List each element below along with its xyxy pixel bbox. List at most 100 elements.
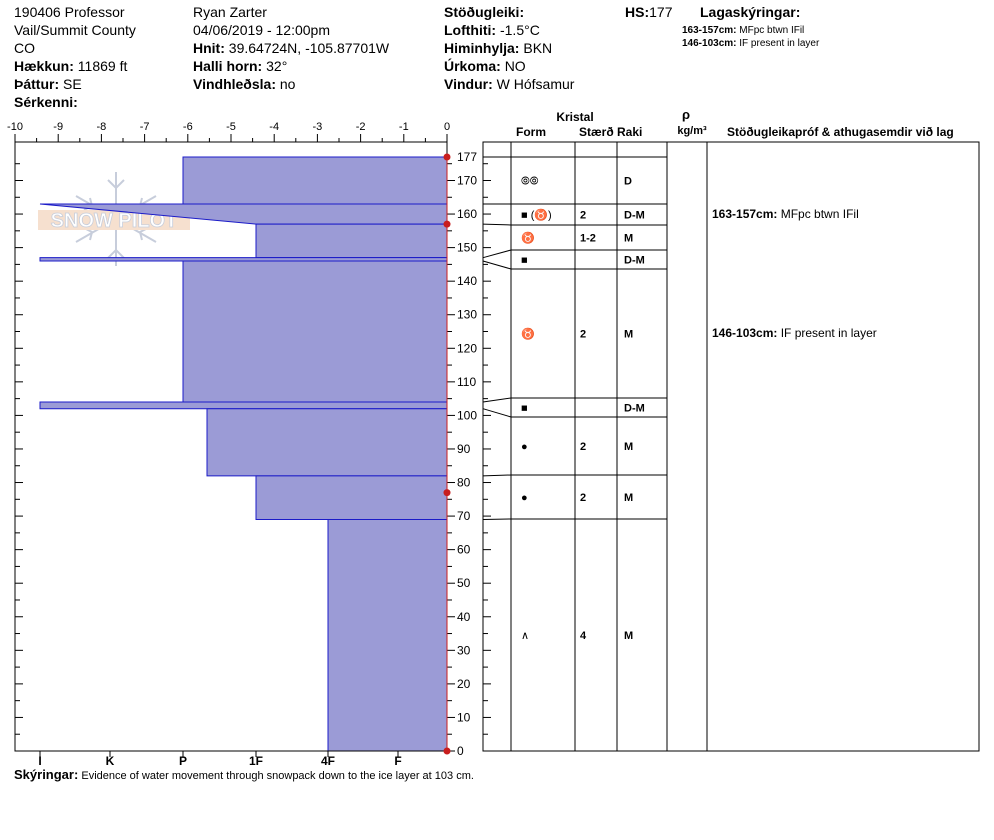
temp-tick-label: 0 [444,121,450,133]
layer-moisture: M [624,233,633,245]
snowpilot-watermark: SNOW PILOT [38,172,190,266]
temperature-point [443,220,451,228]
coords-label: Hnit: [193,40,225,56]
slope-value: 32° [266,58,288,74]
air-temp-label: Lofthiti: [444,22,497,38]
height-tick-label: 130 [457,308,477,322]
observer: Ryan Zarter [193,4,267,20]
layer-form: ♉ [521,232,535,245]
temp-tick-label: -8 [97,121,107,133]
comments-header: Stöðugleikapróf & athugasemdir við lag [727,125,954,139]
layer-form: ■ (♉) [521,209,552,222]
table-row-connector [482,408,512,418]
hardness-bar [39,257,448,262]
hardness-tick-label: 1F [249,754,263,768]
table-row-connector [482,474,512,477]
sky-label: Himinhylja: [444,40,520,56]
coords-row: Hnit: 39.64724N, -105.87701W [193,40,389,56]
height-tick-label: 160 [457,207,477,221]
moisture-header: Raki [617,125,642,139]
legend-note-range: 163-157cm: [682,25,737,36]
temperature-point [443,489,451,497]
temp-tick-label: -3 [313,121,323,133]
wind-loading-row: Vindhleðsla: no [193,76,295,92]
hardness-bar [255,475,448,520]
height-tick-label: 10 [457,710,471,724]
layer-comment-text: MFpc btwn IFil [781,207,859,221]
temp-tick-label: -6 [183,121,193,133]
watermark-text: SNOW PILOT [51,210,178,232]
layer-size: 2 [580,329,586,341]
watermark-band [38,210,190,230]
state: CO [14,40,35,56]
height-tick-label: 60 [457,543,471,557]
wind-loading-value: no [279,76,296,92]
layer-comment: 163-157cm: MFpc btwn IFil [712,207,859,221]
layer-moisture: M [624,492,633,504]
height-tick-label: 110 [457,375,476,389]
temp-tick-label: -10 [7,121,23,133]
height-tick-label: 70 [457,509,471,523]
height-tick-label: 150 [457,241,477,255]
density-header: ρ [682,107,690,122]
height-tick-label: 0 [457,744,464,758]
wind-row: Vindur: W Hófsamur [444,76,574,92]
layer-moisture: M [624,441,633,453]
layer-form: ● [521,492,528,504]
legend-note-text: IF present in layer [739,38,820,49]
hardness-tick-label: I [38,754,41,768]
height-tick-label: 30 [457,643,471,657]
wind-loading-label: Vindhleðsla: [193,76,276,92]
hardness-bar [182,260,448,403]
wind-value: W Hófsamur [496,76,575,92]
air-temp-value: -1.5°C [499,22,540,38]
layer-comment-range: 163-157cm: [712,207,781,221]
legend-title: Lagaskýringar: [700,4,801,20]
height-tick-label: 170 [457,173,477,187]
slope-label: Halli horn: [193,58,263,74]
legend-note-2: 146-103cm: IF present in layer [682,38,819,50]
height-tick-label: 20 [457,677,471,691]
slope-row: Halli horn: 32° [193,58,287,74]
footer-label: Skýringar: [14,767,79,782]
temp-tick-label: -9 [53,121,63,133]
layer-comment-range: 146-103cm: [712,326,781,340]
layer-size: 4 [580,630,587,642]
legend-note-1: 163-157cm: MFpc btwn IFil [682,25,804,37]
hardness-profile [39,156,448,752]
layer-form: ∧ [521,630,529,642]
height-tick-label: 177 [457,150,477,164]
table-border [482,141,980,752]
sky-row: Himinhylja: BKN [444,40,552,56]
temp-tick-label: -4 [269,121,279,133]
hardness-bar [39,401,448,410]
layer-form: ■ [521,255,528,267]
elevation-row: Hækkun: 11869 ft [14,58,127,74]
temperature-profile [443,153,451,755]
hs-row: HS:177 [625,4,672,20]
layer-form: ● [521,441,528,453]
precip-label: Úrkoma: [444,58,501,74]
hardness-bar [206,408,448,477]
height-tick-label: 80 [457,476,471,490]
features-label: Sérkenni: [14,94,78,110]
hardness-tick-label: 4F [321,754,335,768]
height-tick-label: 90 [457,442,471,456]
size-header: Stærð [579,125,614,139]
layer-size: 2 [580,210,586,222]
aspect-row: Þáttur: SE [14,76,82,92]
hs-value: 177 [649,4,673,20]
chart-frame [14,141,980,752]
height-tick-label: 120 [457,341,477,355]
footer-text: Evidence of water movement through snowp… [81,770,474,782]
hardness-tick-label: K [106,754,115,768]
site-id: 190406 Professor [14,4,125,20]
hardness-bar [182,156,448,205]
stability-label: Stöðugleiki: [444,4,525,20]
table-row-connector [482,260,512,270]
chart-ticks: -10 -9 -8 -7 -6 -5 -4 -3 -2 -1 0I K P 1F 4F F0102030405… [7,121,491,768]
hardness-bar [327,518,448,752]
hardness-bar [255,223,448,259]
region: Vail/Summit County [14,22,136,38]
